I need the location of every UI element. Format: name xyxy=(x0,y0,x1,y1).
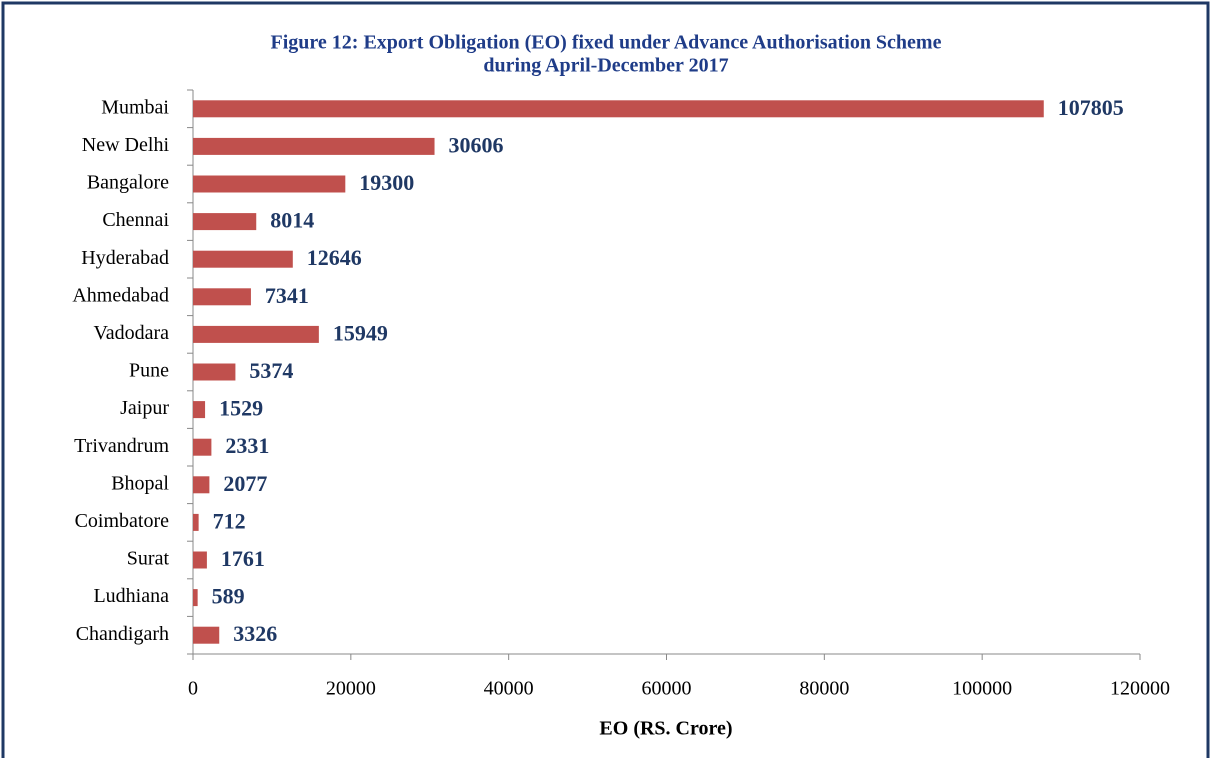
value-label: 2331 xyxy=(225,433,269,458)
bar xyxy=(193,250,293,268)
y-tick-label: Bhopal xyxy=(111,472,169,494)
bar xyxy=(193,551,207,569)
bar xyxy=(193,438,212,456)
chart-title: during April-December 2017 xyxy=(483,55,728,77)
y-tick-label: Vadodara xyxy=(93,322,169,344)
x-tick-label: 120000 xyxy=(1110,678,1170,700)
y-tick-label: Hyderabad xyxy=(81,247,169,269)
bar xyxy=(193,100,1044,118)
y-tick-label: Chandigarh xyxy=(76,623,169,645)
y-tick-label: Jaipur xyxy=(120,397,169,419)
bar xyxy=(193,513,199,531)
y-tick-label: Ahmedabad xyxy=(72,284,169,306)
value-label: 1761 xyxy=(221,546,265,571)
chart-title: Figure 12: Export Obligation (EO) fixed … xyxy=(271,32,942,54)
y-tick-label: Chennai xyxy=(102,209,169,231)
bar xyxy=(193,476,210,494)
bar xyxy=(193,589,198,607)
bar xyxy=(193,213,257,231)
y-tick-label: New Delhi xyxy=(82,134,170,156)
x-tick-label: 0 xyxy=(188,678,198,700)
bar xyxy=(193,363,236,381)
bar xyxy=(193,137,435,155)
value-label: 30606 xyxy=(449,132,504,157)
y-tick-label: Surat xyxy=(127,548,170,570)
value-label: 5374 xyxy=(249,358,293,383)
value-label: 19300 xyxy=(359,170,414,195)
value-label: 3326 xyxy=(233,621,277,646)
value-label: 8014 xyxy=(270,208,314,233)
x-tick-label: 80000 xyxy=(799,678,849,700)
bar xyxy=(193,325,319,343)
x-tick-label: 60000 xyxy=(642,678,692,700)
value-label: 712 xyxy=(213,508,246,533)
y-tick-label: Ludhiana xyxy=(93,585,169,607)
bar xyxy=(193,175,346,193)
value-label: 589 xyxy=(212,584,245,609)
y-tick-label: Trivandrum xyxy=(74,435,169,457)
bar xyxy=(193,288,251,306)
value-label: 2077 xyxy=(223,471,267,496)
value-label: 15949 xyxy=(333,320,388,345)
x-tick-label: 20000 xyxy=(326,678,376,700)
y-tick-label: Pune xyxy=(129,360,169,382)
bar xyxy=(193,626,220,644)
bar xyxy=(193,401,206,419)
x-tick-label: 100000 xyxy=(952,678,1012,700)
x-tick-label: 40000 xyxy=(484,678,534,700)
y-tick-label: Mumbai xyxy=(101,96,169,118)
y-tick-label: Bangalore xyxy=(87,172,169,194)
value-label: 12646 xyxy=(307,245,362,270)
y-tick-label: Coimbatore xyxy=(75,510,170,532)
x-axis-title: EO (RS. Crore) xyxy=(599,718,732,740)
value-label: 1529 xyxy=(219,396,263,421)
value-label: 107805 xyxy=(1058,95,1124,120)
value-label: 7341 xyxy=(265,283,309,308)
